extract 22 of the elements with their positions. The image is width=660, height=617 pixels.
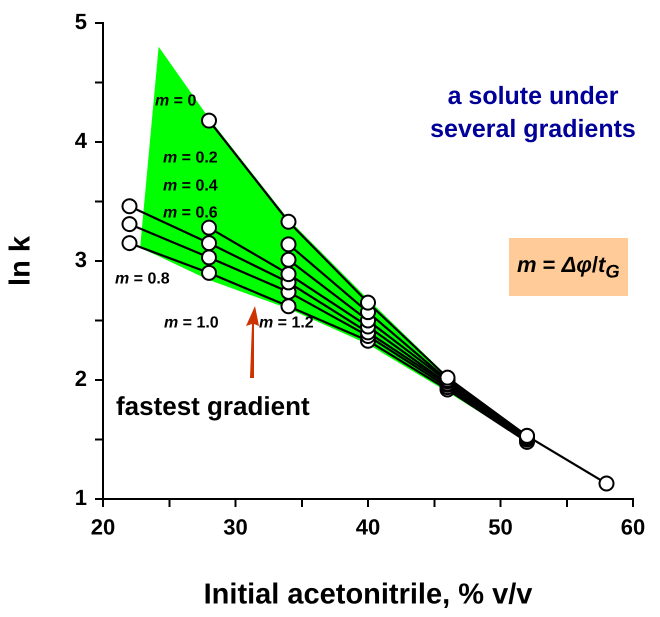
y-tick-label: 3 <box>74 247 87 272</box>
annotation: m = 1.0 <box>164 314 219 332</box>
annotation: m = 1.2 <box>259 314 314 332</box>
x-tick-label: 20 <box>90 514 116 540</box>
y-tick-label: 1 <box>74 485 87 510</box>
x-tick-label: 30 <box>223 514 248 540</box>
x-tick-label: 40 <box>356 514 380 540</box>
annotation: m = 0.6 <box>163 204 218 222</box>
x-tick-label: 60 <box>620 514 646 540</box>
y-tick-label: 2 <box>74 366 87 392</box>
y-tick-label: 4 <box>74 128 88 154</box>
annotation: m = 0.8 <box>115 270 170 288</box>
x-tick-label: 50 <box>488 514 513 540</box>
y-tick-label: 5 <box>74 9 87 34</box>
x-axis-title: Initial acetonitrile, % v/v <box>204 578 532 611</box>
annotation: a solute under several gradients <box>429 81 637 145</box>
annotation: m = 0.2 <box>163 149 218 166</box>
annotation: m = 0.4 <box>163 177 218 194</box>
annotation: fastest gradient <box>116 391 310 422</box>
y-axis-title: ln k <box>4 235 36 286</box>
annotation: m = Δφ/t$_{G}$ <box>509 238 628 296</box>
annotation: m = 0 <box>155 92 196 110</box>
